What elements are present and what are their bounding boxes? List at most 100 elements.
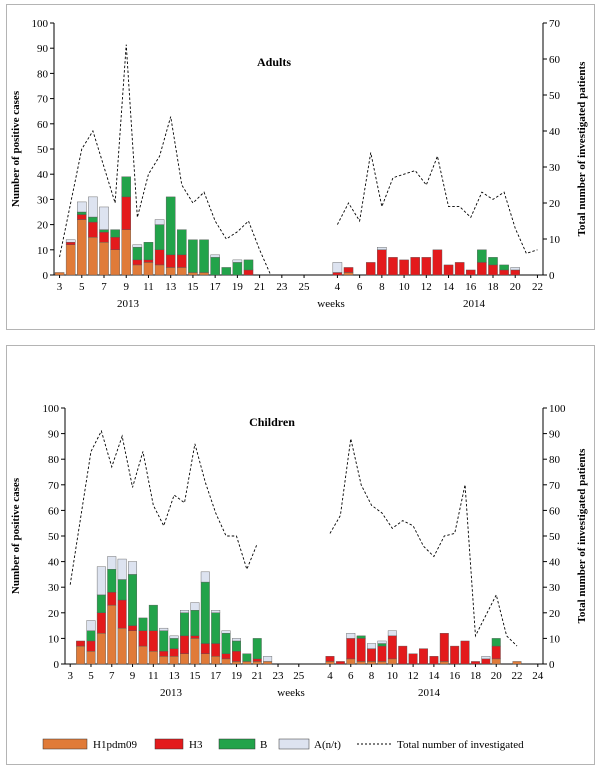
bar-h1pdm09-week-8 [117, 627, 127, 665]
y2-tick-label: 10 [549, 633, 561, 645]
bar-h3-week-9 [121, 196, 131, 230]
bar-h3-week-14 [177, 254, 187, 268]
legend-line-label: Total number of investigated [397, 739, 524, 751]
legend-h3-swatch [154, 738, 184, 750]
x-tick-label: 22 [532, 281, 543, 293]
chart-title: Adults [257, 55, 291, 69]
bar-h1pdm09-week-5 [343, 272, 354, 276]
bar-ant-week-9 [377, 640, 387, 644]
bar-h3-week-5 [343, 267, 354, 273]
bar-h3-week-6 [96, 612, 106, 634]
bar-h1pdm09-week-15 [439, 661, 449, 665]
y-tick-label: 20 [37, 220, 49, 232]
bar-h3-week-17 [477, 262, 487, 276]
bar-ant-week-7 [107, 556, 117, 570]
y2-tick-label: 100 [549, 403, 566, 415]
bar-ant-week-10 [387, 630, 397, 637]
bar-h3-week-13 [419, 648, 428, 665]
adults-chart: 0 10 20 30 40 50 60 70 80 90 100 0 10 20 30 40 50 60 70 3 5 7… [10, 18, 588, 310]
bar-h3-week-10 [138, 630, 148, 647]
bar-b-week-16 [200, 581, 210, 644]
bar-b-week-8 [117, 579, 127, 601]
x-tick-label: 6 [348, 670, 354, 682]
bar-h1pdm09-week-22 [263, 661, 273, 665]
x-tick-label: 25 [293, 670, 305, 682]
bar-b-week-17 [211, 612, 221, 644]
bar-b-week-7 [356, 635, 366, 639]
y-tick-label: 60 [37, 119, 49, 131]
bar-ant-week-14 [180, 610, 189, 613]
x-tick-label: 5 [79, 281, 85, 293]
bar-h1pdm09-week-9 [128, 630, 138, 665]
x-tick-label: 15 [189, 670, 201, 682]
total-investigated-line-2013 [59, 44, 272, 276]
bar-b-week-20 [242, 653, 252, 662]
bar-h3-week-15 [190, 635, 200, 639]
x-tick-label: 20 [510, 281, 522, 293]
bar-h1pdm09-week-22 [512, 661, 522, 665]
total-investigated-line-2014 [336, 152, 538, 254]
bar-h3-week-8 [377, 249, 387, 276]
x-tick-label: 8 [379, 281, 385, 293]
bar-ant-week-19 [481, 656, 491, 660]
y-tick-label: 10 [48, 633, 60, 645]
bar-h1pdm09-week-7 [356, 661, 366, 665]
y-tick-label: 30 [48, 582, 60, 594]
x-tick-label: 9 [130, 670, 136, 682]
x-tick-label: 14 [443, 281, 455, 293]
bar-h3-week-7 [365, 262, 376, 276]
bar-h1pdm09-week-12 [159, 656, 169, 665]
bar-ant-week-7 [99, 206, 109, 230]
bar-b-week-18 [221, 267, 232, 276]
bar-b-week-7 [99, 229, 109, 233]
bar-h3-week-20 [491, 645, 501, 660]
bar-ant-week-20 [510, 267, 520, 271]
year-label-2013: 2013 [117, 298, 140, 310]
bar-h3-week-6 [88, 221, 98, 238]
x-tick-label: 12 [421, 281, 432, 293]
bar-ant-week-19 [232, 259, 243, 263]
x-tick-label: 23 [273, 670, 285, 682]
bar-b-week-18 [221, 633, 231, 654]
x-axis-title: weeks [317, 298, 345, 310]
bar-b-week-19 [231, 640, 241, 652]
bar-h3-week-15 [454, 262, 465, 276]
bar-ant-week-12 [154, 219, 165, 225]
y-tick-label: 50 [48, 531, 60, 543]
y2-tick-label: 30 [549, 582, 561, 594]
y2-tick-label: 50 [549, 531, 561, 543]
bar-h3-week-4 [76, 640, 86, 647]
x-tick-label: 18 [487, 281, 499, 293]
bar-h1pdm09-week-13 [165, 267, 176, 276]
bar-b-week-5 [86, 630, 96, 642]
bar-h3-week-19 [499, 269, 509, 276]
x-tick-label: 15 [187, 281, 199, 293]
x-tick-label: 14 [428, 670, 440, 682]
total-investigated-line-2014 [329, 438, 518, 647]
bar-h3-week-11 [398, 645, 408, 665]
x-tick-label: 7 [109, 670, 115, 682]
bar-h3-week-16 [450, 645, 460, 665]
bar-h3-week-11 [410, 257, 420, 276]
bar-b-week-14 [177, 229, 187, 256]
bar-h3-week-20 [243, 269, 254, 276]
bar-ant-week-5 [86, 620, 96, 631]
bar-h3-week-8 [117, 599, 127, 629]
bar-b-week-15 [190, 610, 200, 637]
bar-h3-week-10 [387, 635, 397, 660]
y2-tick-label: 0 [549, 659, 555, 671]
bar-b-week-18 [488, 257, 498, 266]
bar-h1pdm09-week-11 [148, 651, 158, 665]
y2-tick-label: 70 [549, 18, 561, 30]
y-tick-label: 80 [37, 68, 49, 80]
y2-tick-label: 60 [549, 54, 561, 66]
y2-tick-label: 0 [549, 270, 555, 282]
y2-axis-title: Total number of investigated patients [576, 61, 588, 237]
year-label-2014: 2014 [463, 298, 486, 310]
bar-ant-week-17 [210, 254, 220, 258]
bar-h3-week-17 [211, 643, 221, 657]
bar-h1pdm09-week-4 [325, 661, 335, 665]
bar-ant-week-15 [190, 602, 200, 611]
bar-h3-week-21 [252, 658, 262, 662]
y-tick-label: 0 [43, 270, 49, 282]
